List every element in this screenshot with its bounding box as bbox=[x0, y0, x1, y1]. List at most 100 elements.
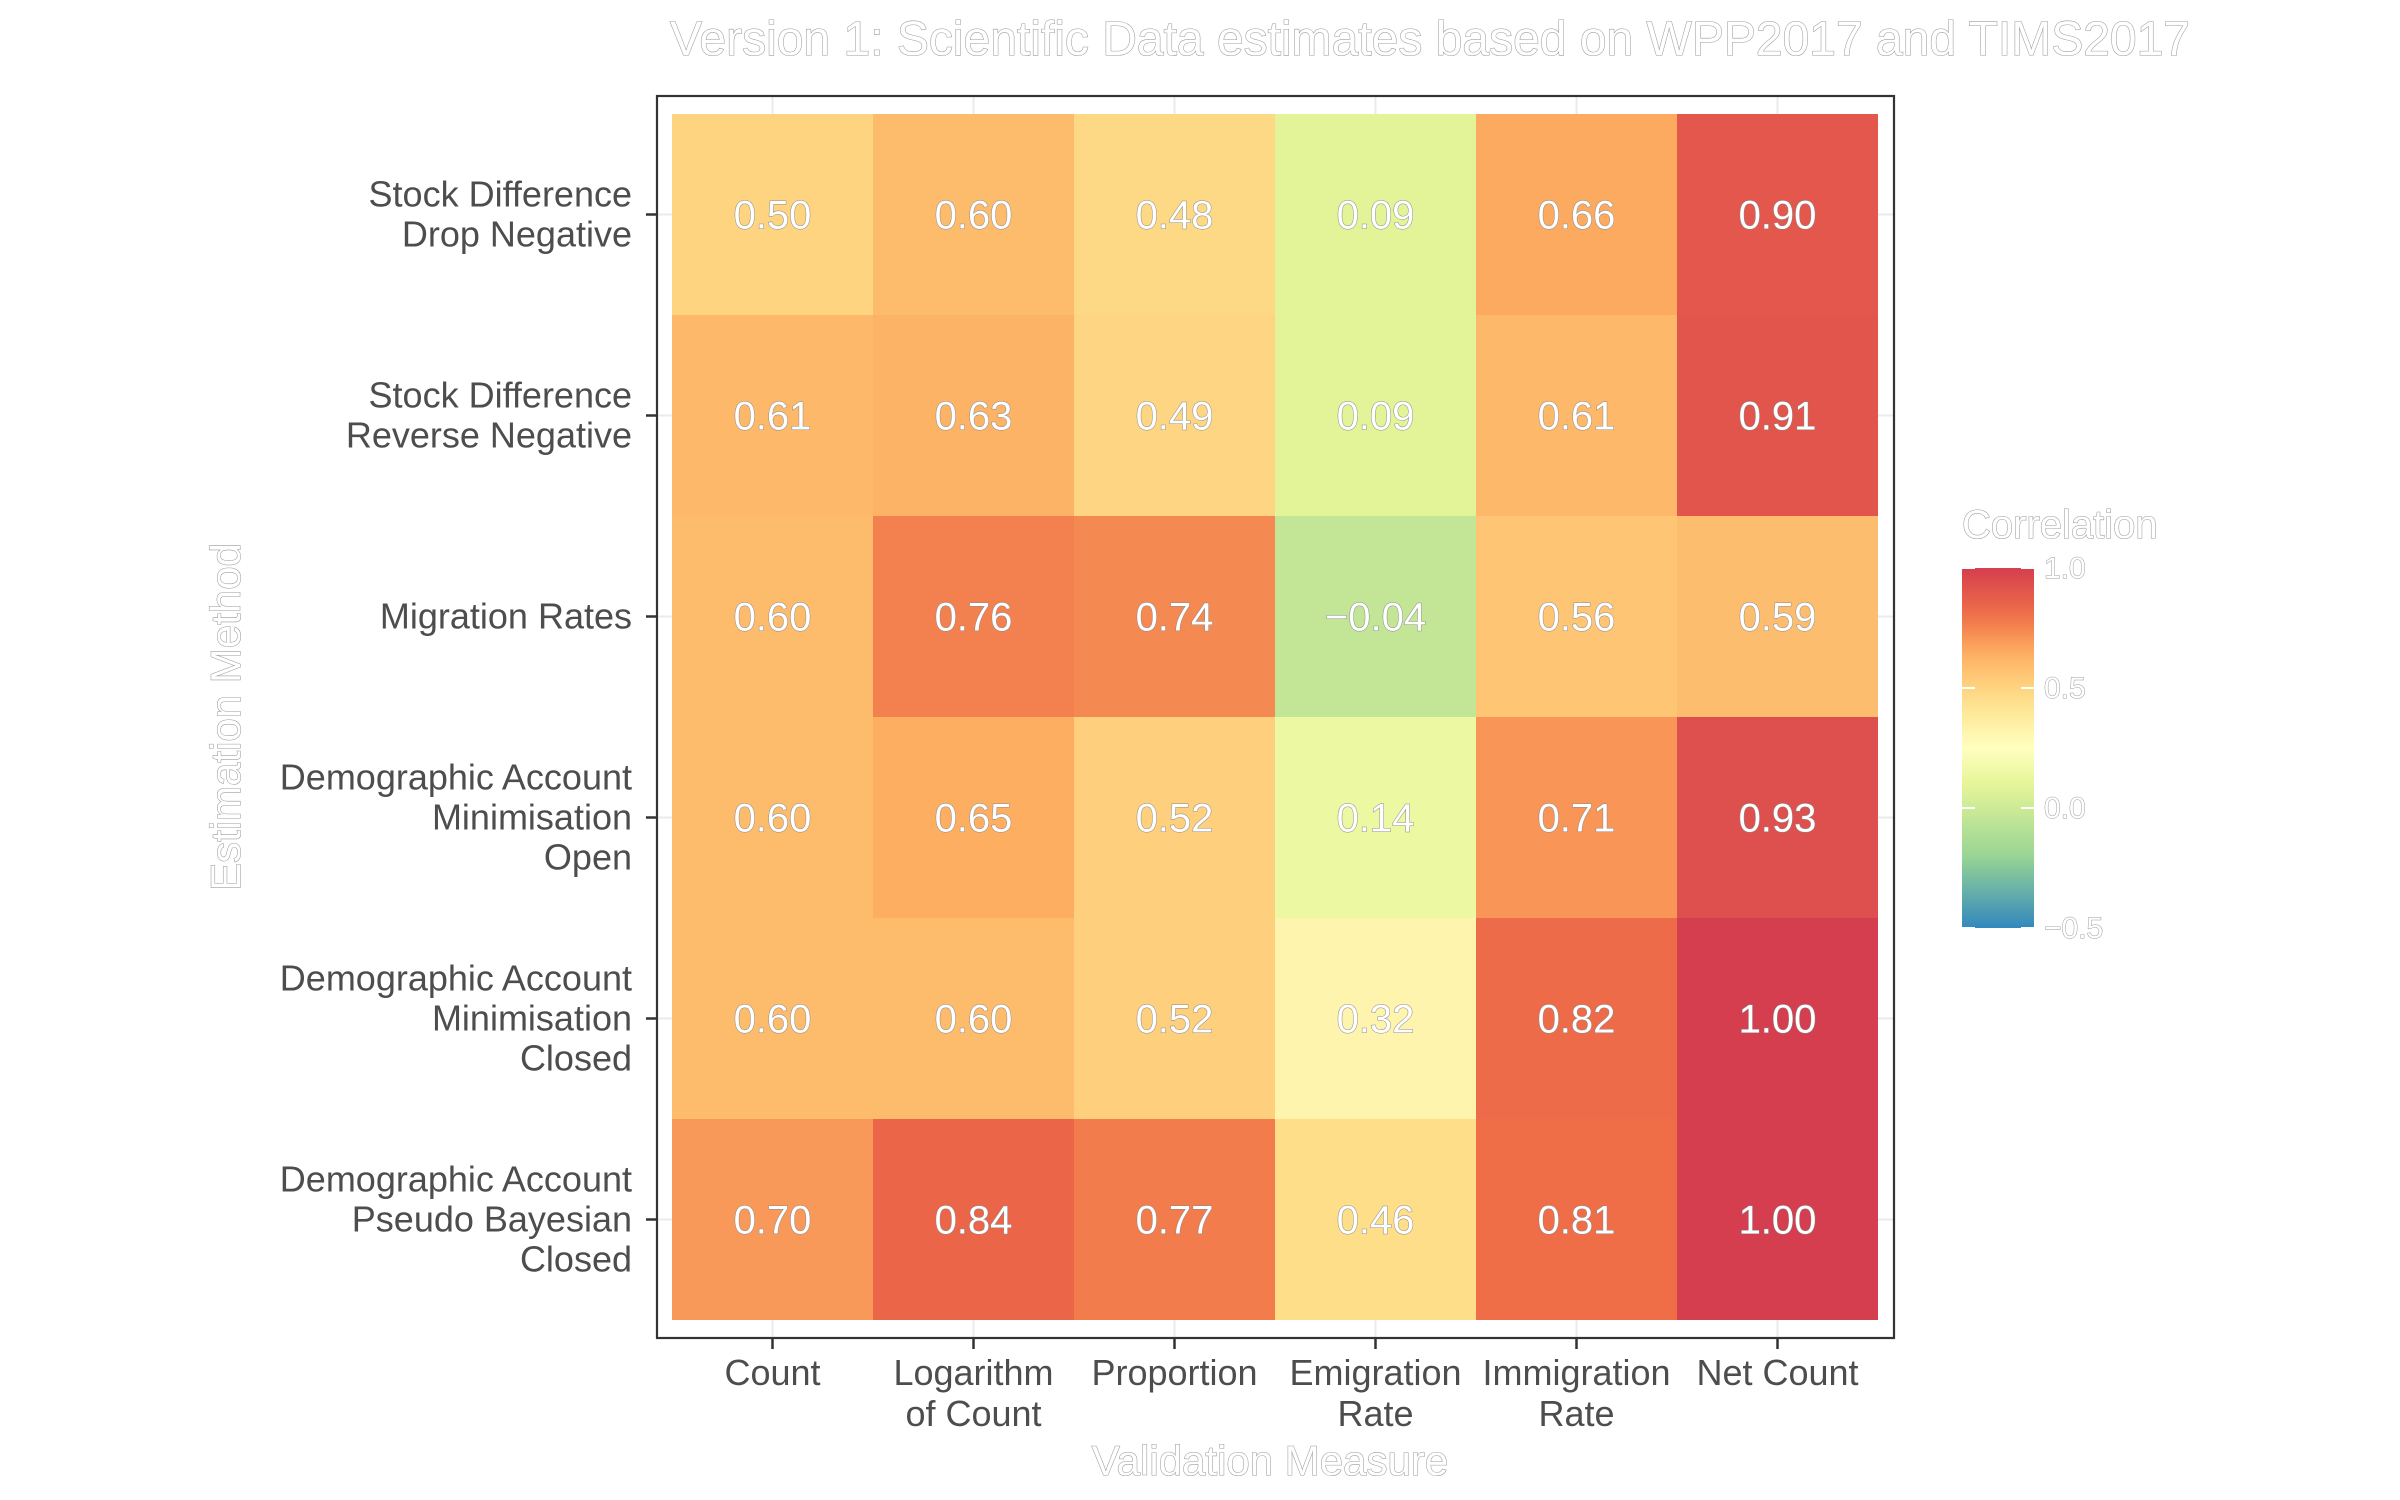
x-tick-label-line: Emigration bbox=[1289, 1352, 1461, 1393]
cell-value-label: 0.60 bbox=[935, 194, 1013, 238]
x-tick-label-line: Logarithm bbox=[893, 1352, 1053, 1393]
cell-value-label: 0.76 bbox=[935, 596, 1013, 640]
x-tick-label-line: Count bbox=[724, 1352, 820, 1393]
cell-value-label: 0.90 bbox=[1739, 194, 1817, 238]
y-tick-label: Demographic Account Pseudo Bayesian Closed bbox=[280, 1159, 632, 1280]
heatmap-cell bbox=[1677, 114, 1878, 315]
heatmap-cell bbox=[1275, 1119, 1476, 1320]
cell-value-label: 0.14 bbox=[1337, 797, 1415, 841]
chart-title: Version 1: Scientific Data estimates bas… bbox=[670, 13, 2190, 66]
heatmap-cell bbox=[873, 717, 1074, 918]
y-tick-label-line: Closed bbox=[520, 1038, 632, 1079]
x-axis-label: Validation Measure bbox=[1092, 1437, 1448, 1484]
heatmap-cell bbox=[1275, 114, 1476, 315]
cell-value-label: 0.61 bbox=[734, 395, 812, 439]
legend-title: Correlation bbox=[1962, 503, 2158, 547]
cell-value-label: 0.56 bbox=[1538, 596, 1616, 640]
cell-value-label: 0.91 bbox=[1739, 395, 1817, 439]
cell-value-label: 0.60 bbox=[734, 998, 812, 1042]
legend-color-bar bbox=[1962, 568, 2034, 928]
legend-tick-label: 0.0 bbox=[2044, 792, 2086, 825]
x-tick-label-line: Immigration bbox=[1482, 1352, 1670, 1393]
heatmap-cell bbox=[672, 315, 873, 516]
x-tick-label-line: Net Count bbox=[1696, 1352, 1858, 1393]
heatmap-cell bbox=[1476, 717, 1677, 918]
plot-panel-border bbox=[655, 94, 1896, 1340]
legend-tick-label: 1.0 bbox=[2044, 552, 2086, 585]
y-tick-label: Demographic Account Minimisation Open bbox=[280, 757, 632, 878]
y-tick-label-line: Minimisation bbox=[432, 797, 632, 838]
heatmap-cell bbox=[672, 516, 873, 717]
heatmap-cell bbox=[672, 1119, 873, 1320]
cell-value-label: −0.04 bbox=[1325, 596, 1426, 640]
heatmap-cell bbox=[672, 918, 873, 1119]
cell-value-label: 0.46 bbox=[1337, 1199, 1415, 1243]
heatmap-cell bbox=[1275, 918, 1476, 1119]
heatmap-cell bbox=[1074, 918, 1275, 1119]
cell-value-label: 0.60 bbox=[734, 797, 812, 841]
heatmap-cell bbox=[1476, 315, 1677, 516]
cell-value-label: 0.52 bbox=[1136, 998, 1214, 1042]
cell-value-label: 0.70 bbox=[734, 1199, 812, 1243]
heatmap-cell bbox=[1074, 717, 1275, 918]
cell-value-label: 0.61 bbox=[1538, 395, 1616, 439]
y-tick-label-line: Closed bbox=[520, 1239, 632, 1280]
cell-value-label: 0.71 bbox=[1538, 797, 1616, 841]
cell-value-label: 0.63 bbox=[935, 395, 1013, 439]
x-tick-label: Count bbox=[724, 1352, 820, 1393]
y-tick-label-line: Pseudo Bayesian bbox=[352, 1199, 632, 1240]
legend: Correlation 1.0 0.5 0.0 −0.5 bbox=[1961, 502, 2158, 945]
heatmap-cell bbox=[672, 717, 873, 918]
heatmap-cell bbox=[1275, 717, 1476, 918]
y-tick-label-line: Demographic Account bbox=[280, 1159, 632, 1200]
cell-labels: 0.50 0.60 0.48 0.09 0.66 0.90 0.61 0.63 0.49 0.09… bbox=[733, 193, 1817, 1243]
cell-value-label: 0.09 bbox=[1337, 194, 1415, 238]
heatmap-cell bbox=[1677, 516, 1878, 717]
heatmap-cell bbox=[1275, 315, 1476, 516]
heatmap-cell bbox=[873, 1119, 1074, 1320]
cell-value-label: 0.82 bbox=[1538, 998, 1616, 1042]
y-tick-label-line: Minimisation bbox=[432, 998, 632, 1039]
y-tick-label: Stock Difference Drop Negative bbox=[369, 174, 632, 255]
cell-value-label: 1.00 bbox=[1739, 998, 1817, 1042]
y-tick-label: Migration Rates bbox=[380, 596, 632, 637]
y-tick-label-line: Drop Negative bbox=[402, 214, 632, 255]
heatmap-cell bbox=[1476, 1119, 1677, 1320]
cell-value-label: 0.81 bbox=[1538, 1199, 1616, 1243]
heatmap-cell bbox=[873, 114, 1074, 315]
y-tick-label-line: Stock Difference bbox=[369, 375, 632, 416]
heatmap-cell bbox=[1074, 315, 1275, 516]
heatmap-cell bbox=[1677, 918, 1878, 1119]
legend-tick-label: 0.5 bbox=[2044, 672, 2086, 705]
cell-value-label: 0.84 bbox=[935, 1199, 1013, 1243]
heatmap-cell bbox=[1476, 516, 1677, 717]
cell-value-label: 0.74 bbox=[1136, 596, 1214, 640]
cell-value-label: 0.66 bbox=[1538, 194, 1616, 238]
heatmap-cell bbox=[1677, 717, 1878, 918]
cell-value-label: 0.52 bbox=[1136, 797, 1214, 841]
y-tick-label-line: Stock Difference bbox=[369, 174, 632, 215]
x-tick-label-line: of Count bbox=[905, 1393, 1041, 1434]
cell-value-label: 0.48 bbox=[1136, 194, 1214, 238]
cell-value-label: 0.59 bbox=[1739, 596, 1817, 640]
heatmap-cell bbox=[1275, 516, 1476, 717]
heatmap-cell bbox=[1677, 1119, 1878, 1320]
heatmap-cells bbox=[672, 114, 1878, 1320]
cell-value-label: 0.77 bbox=[1136, 1199, 1214, 1243]
heatmap-cell bbox=[1074, 1119, 1275, 1320]
y-tick-label-line: Migration Rates bbox=[380, 596, 632, 637]
x-tick-label: Immigration Rate bbox=[1482, 1352, 1670, 1434]
y-tick-label-line: Demographic Account bbox=[280, 958, 632, 999]
cell-value-label: 0.49 bbox=[1136, 395, 1214, 439]
legend-tick-label: −0.5 bbox=[2044, 912, 2103, 945]
y-tick-label: Demographic Account Minimisation Closed bbox=[280, 958, 632, 1079]
heatmap-cell bbox=[873, 918, 1074, 1119]
x-tick-label-line: Rate bbox=[1538, 1393, 1614, 1434]
heatmap-cell bbox=[873, 516, 1074, 717]
x-tick-label: Emigration Rate bbox=[1289, 1352, 1461, 1434]
heatmap-cell bbox=[1476, 114, 1677, 315]
cell-value-label: 1.00 bbox=[1739, 1199, 1817, 1243]
heatmap-cell bbox=[1074, 114, 1275, 315]
cell-value-label: 0.60 bbox=[734, 596, 812, 640]
